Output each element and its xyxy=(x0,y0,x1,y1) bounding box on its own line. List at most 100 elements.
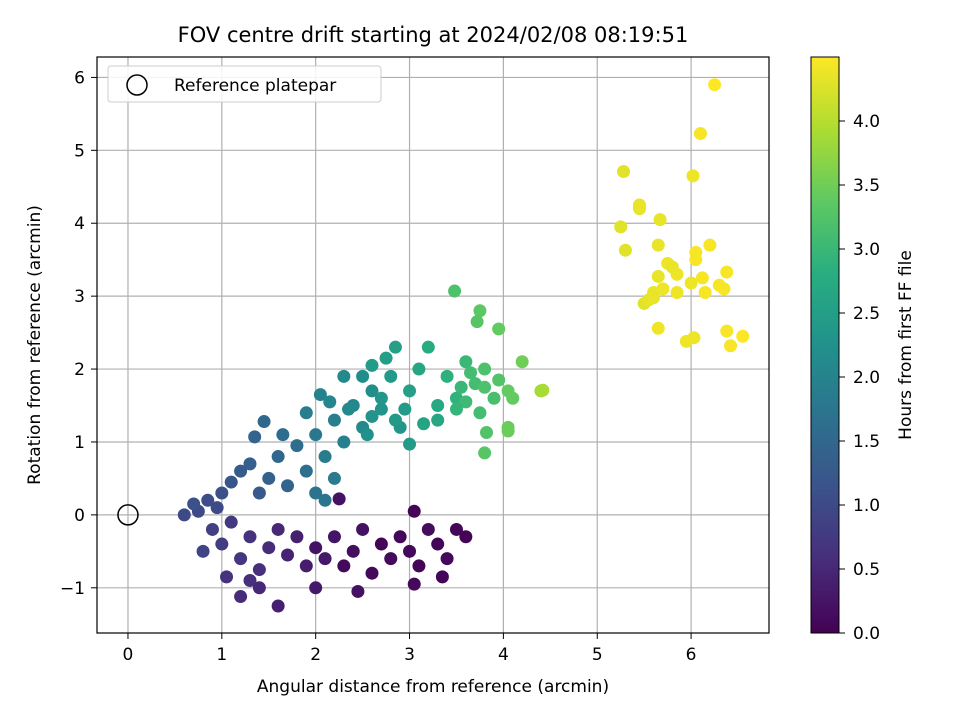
data-point xyxy=(262,471,276,485)
y-tick-label: 3 xyxy=(74,287,85,307)
data-point xyxy=(698,286,712,300)
x-tick-label: 3 xyxy=(404,645,415,665)
y-axis-ticks: −1 0 1 2 3 4 5 6 xyxy=(60,68,97,599)
data-point xyxy=(421,340,435,354)
data-point xyxy=(448,284,462,298)
y-tick-label: 2 xyxy=(74,360,85,380)
colorbar-label: Hours from first FF file xyxy=(896,250,916,440)
data-point xyxy=(647,291,661,305)
data-point xyxy=(252,581,266,595)
data-point xyxy=(318,450,332,464)
colorbar-tick-label: 3.5 xyxy=(853,176,880,196)
data-point xyxy=(478,380,492,394)
colorbar-tick-label: 1.5 xyxy=(853,432,880,452)
data-point xyxy=(327,471,341,485)
data-point xyxy=(670,267,684,281)
colorbar-tick-label: 0.0 xyxy=(853,624,880,644)
data-point xyxy=(431,399,445,413)
data-point xyxy=(693,127,707,141)
y-tick-label: 6 xyxy=(74,68,85,88)
data-point xyxy=(309,541,323,555)
data-point xyxy=(374,391,388,405)
data-point xyxy=(487,391,501,405)
data-point xyxy=(337,559,351,573)
legend-entry: Reference platepar xyxy=(174,76,336,96)
data-point xyxy=(492,322,506,336)
data-point xyxy=(470,315,484,329)
data-point xyxy=(252,563,266,577)
data-point xyxy=(252,486,266,500)
data-point xyxy=(281,548,295,562)
data-point xyxy=(618,243,632,257)
data-point xyxy=(309,581,323,595)
data-point xyxy=(440,369,454,383)
data-point xyxy=(449,402,463,416)
data-point xyxy=(703,238,717,252)
data-point xyxy=(365,384,379,398)
colorbar-tick-label: 2.0 xyxy=(853,368,880,388)
data-point xyxy=(243,530,257,544)
data-point xyxy=(271,599,285,613)
data-point xyxy=(374,537,388,551)
legend-marker-icon xyxy=(126,74,148,96)
chart-title: FOV centre drift starting at 2024/02/08 … xyxy=(178,23,689,47)
reference-marker xyxy=(117,504,139,526)
colorbar-tick-label: 0.5 xyxy=(853,560,880,580)
x-axis-label: Angular distance from reference (arcmin) xyxy=(257,677,609,697)
data-point xyxy=(327,413,341,427)
data-point xyxy=(337,435,351,449)
data-point xyxy=(473,406,487,420)
data-point xyxy=(417,417,431,431)
data-point xyxy=(617,164,631,178)
data-point xyxy=(708,78,722,92)
data-point xyxy=(720,324,734,338)
data-point xyxy=(473,304,487,318)
data-point xyxy=(632,202,646,216)
data-point xyxy=(651,238,665,252)
data-point xyxy=(224,515,238,529)
data-point xyxy=(215,537,229,551)
data-point xyxy=(290,530,304,544)
data-points xyxy=(177,78,750,613)
data-point xyxy=(651,321,665,335)
data-point xyxy=(412,362,426,376)
data-point xyxy=(234,552,248,566)
data-point xyxy=(440,552,454,566)
data-point xyxy=(724,339,738,353)
data-point xyxy=(479,425,493,439)
data-point xyxy=(318,493,332,507)
colorbar-frame xyxy=(810,56,840,634)
legend: Reference platepar xyxy=(107,65,382,103)
y-tick-label: 0 xyxy=(74,506,85,526)
data-point xyxy=(234,464,248,478)
data-point xyxy=(309,486,323,500)
data-point xyxy=(388,413,402,427)
x-tick-label: 5 xyxy=(592,645,603,665)
data-point xyxy=(299,406,313,420)
data-point xyxy=(506,391,520,405)
data-point xyxy=(515,355,529,369)
data-point xyxy=(196,544,210,558)
data-point xyxy=(407,504,421,518)
data-point xyxy=(431,413,445,427)
data-point xyxy=(736,329,750,343)
data-point xyxy=(356,369,370,383)
data-point xyxy=(271,450,285,464)
x-tick-label: 2 xyxy=(310,645,321,665)
data-point xyxy=(459,395,473,409)
data-point xyxy=(332,492,346,506)
data-point xyxy=(210,501,224,515)
data-point xyxy=(687,331,701,345)
x-tick-label: 1 xyxy=(216,645,227,665)
data-point xyxy=(374,402,388,416)
data-point xyxy=(205,522,219,536)
data-point xyxy=(234,590,248,604)
data-point xyxy=(220,570,234,584)
data-point xyxy=(323,395,337,409)
data-point xyxy=(403,544,417,558)
data-point xyxy=(449,522,463,536)
grid xyxy=(97,57,769,633)
data-point xyxy=(686,169,700,183)
data-point xyxy=(393,530,407,544)
